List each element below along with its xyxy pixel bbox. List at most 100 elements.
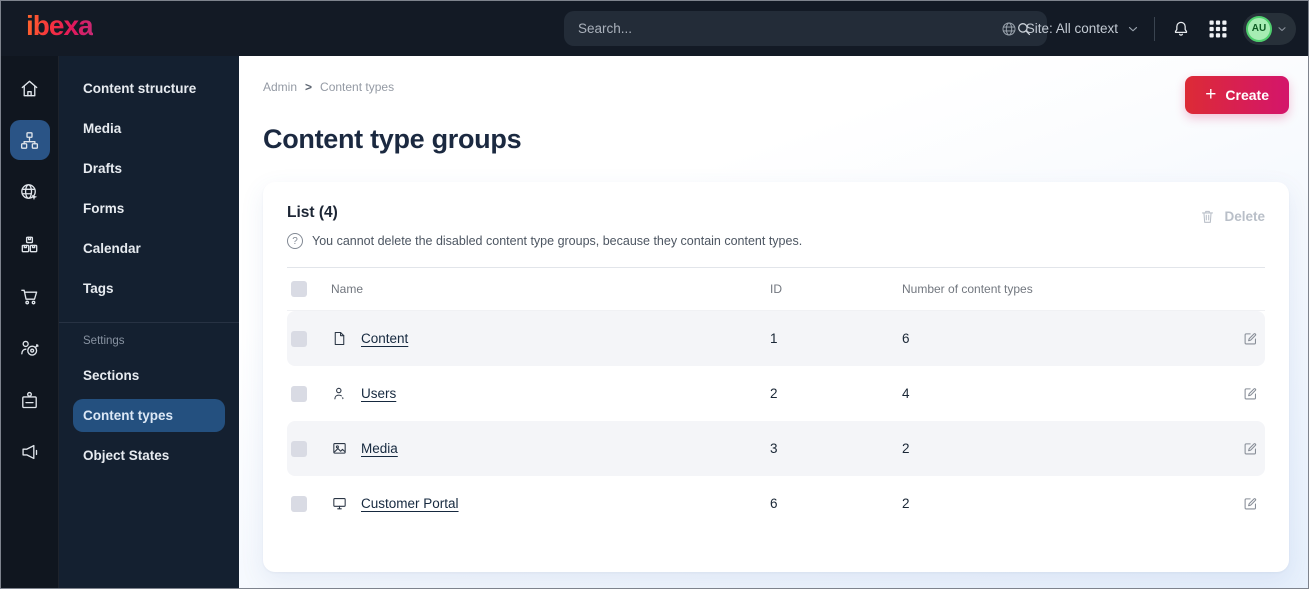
top-bar: ibexa Site: All context — [1, 1, 1308, 56]
card-header: List (4) ? You cannot delete the disable… — [287, 204, 1265, 249]
rail-marketing-button[interactable] — [10, 432, 50, 472]
site-context-label: Site: All context — [1025, 21, 1118, 36]
image-icon — [331, 440, 348, 457]
global-search[interactable] — [564, 11, 1047, 46]
icon-rail — [1, 56, 59, 588]
edit-icon — [1242, 385, 1259, 402]
app-body: Content structure Media Drafts Forms Cal… — [1, 56, 1308, 588]
row-checkbox[interactable] — [291, 330, 307, 347]
topbar-right-cluster: Site: All context — [1000, 1, 1296, 56]
rail-home-button[interactable] — [10, 68, 50, 108]
table-row: Content 1 6 — [287, 311, 1265, 366]
chevron-down-icon — [1126, 22, 1140, 36]
edit-button[interactable] — [1240, 438, 1261, 459]
group-link-users[interactable]: Users — [361, 386, 397, 401]
rail-content-structure-button[interactable] — [9, 120, 50, 160]
help-icon: ? — [287, 233, 303, 249]
breadcrumb-content-types: Content types — [320, 80, 395, 94]
group-id: 2 — [770, 386, 778, 401]
breadcrumb-admin[interactable]: Admin — [263, 80, 298, 94]
sidebar-item-forms[interactable]: Forms — [83, 201, 125, 216]
home-icon — [18, 77, 41, 100]
group-id: 1 — [770, 331, 778, 346]
main-content: Admin > Content types + Create Content t… — [239, 56, 1308, 588]
table-header: Name ID Number of content types — [287, 268, 1265, 311]
avatar-chevron-icon — [1276, 23, 1288, 35]
search-input[interactable] — [578, 21, 1015, 36]
bell-icon — [1171, 19, 1191, 39]
sidebar-item-drafts[interactable]: Drafts — [83, 161, 123, 176]
delete-button-label: Delete — [1224, 209, 1265, 224]
table-row: Customer Portal 6 2 — [287, 476, 1265, 531]
column-header-id: ID — [770, 282, 782, 296]
sidebar-item-content-types[interactable]: Content types — [73, 399, 225, 432]
sidebar-item-media[interactable]: Media — [83, 121, 122, 136]
sidebar-item-object-states[interactable]: Object States — [83, 448, 170, 463]
card-divider — [287, 267, 1265, 268]
edit-icon — [1242, 495, 1259, 512]
site-globe-icon — [18, 181, 41, 204]
marketing-megaphone-icon — [18, 441, 41, 464]
sidebar-divider — [59, 322, 239, 323]
edit-button[interactable] — [1240, 328, 1261, 349]
edit-button[interactable] — [1240, 383, 1261, 404]
rail-product-catalog-button[interactable] — [10, 224, 50, 264]
info-row: ? You cannot delete the disabled content… — [287, 233, 802, 249]
user-menu-button[interactable]: AU — [1243, 12, 1296, 45]
sidebar-menu: Content structure Media Drafts Forms Cal… — [59, 56, 239, 588]
file-icon — [331, 330, 348, 347]
select-all-checkbox[interactable] — [291, 281, 307, 297]
group-count: 2 — [902, 496, 910, 511]
rail-site-button[interactable] — [10, 172, 50, 212]
table-row: Users 2 4 — [287, 366, 1265, 421]
group-link-content[interactable]: Content — [361, 331, 409, 346]
ibexa-logo: ibexa — [26, 10, 94, 41]
customer-target-icon — [18, 337, 41, 360]
plus-icon: + — [1205, 83, 1217, 105]
list-title: List (4) — [287, 204, 338, 221]
breadcrumb-separator: > — [305, 80, 313, 94]
group-id: 3 — [770, 441, 778, 456]
rail-personnel-button[interactable] — [10, 380, 50, 420]
search-icon[interactable] — [1015, 20, 1033, 38]
rail-commerce-button[interactable] — [10, 276, 50, 316]
avatar: AU — [1246, 15, 1272, 42]
rail-customer-segments-button[interactable] — [10, 328, 50, 368]
site-context-selector[interactable]: Site: All context — [1000, 20, 1140, 38]
sidebar-section-settings: Settings — [83, 335, 125, 347]
content-structure-icon — [18, 129, 41, 152]
app-switcher-button[interactable] — [1207, 18, 1229, 40]
edit-icon — [1242, 330, 1259, 347]
sidebar-item-calendar[interactable]: Calendar — [83, 241, 141, 256]
product-catalog-icon — [18, 233, 41, 256]
group-id: 6 — [770, 496, 778, 511]
app-grid-icon — [1209, 20, 1227, 38]
group-link-media[interactable]: Media — [361, 441, 398, 456]
delete-button[interactable]: Delete — [1199, 208, 1265, 225]
monitor-icon — [331, 495, 348, 512]
create-button-label: Create — [1225, 87, 1269, 103]
notifications-button[interactable] — [1169, 17, 1193, 41]
content-type-groups-card: List (4) ? You cannot delete the disable… — [263, 182, 1289, 572]
edit-button[interactable] — [1240, 493, 1261, 514]
personnel-badge-icon — [18, 389, 41, 412]
sidebar-item-content-structure[interactable]: Content structure — [83, 81, 197, 96]
sidebar-item-tags[interactable]: Tags — [83, 281, 114, 296]
table-row: Media 3 2 — [287, 421, 1265, 476]
page-title: Content type groups — [263, 124, 522, 154]
group-count: 6 — [902, 331, 910, 346]
trash-icon — [1199, 208, 1216, 225]
row-checkbox[interactable] — [291, 440, 307, 457]
row-checkbox[interactable] — [291, 385, 307, 402]
group-link-customer-portal[interactable]: Customer Portal — [361, 496, 459, 511]
group-count: 4 — [902, 386, 910, 401]
info-text: You cannot delete the disabled content t… — [312, 234, 803, 248]
sidebar-item-sections[interactable]: Sections — [83, 368, 140, 383]
edit-icon — [1242, 440, 1259, 457]
card-header-left: List (4) ? You cannot delete the disable… — [287, 204, 802, 249]
globe-icon — [1000, 20, 1018, 38]
create-button[interactable]: + Create — [1185, 76, 1289, 114]
row-checkbox[interactable] — [291, 495, 307, 512]
breadcrumb: Admin > Content types — [263, 80, 1289, 94]
